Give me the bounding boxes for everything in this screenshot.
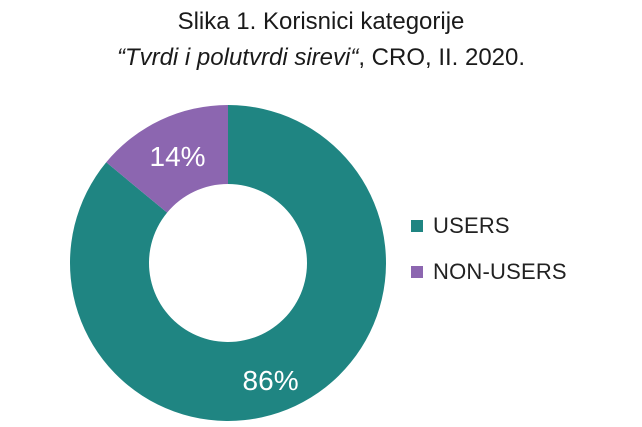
data-label-users: 86% — [243, 365, 299, 396]
legend-swatch-users — [411, 220, 423, 232]
legend-label-non-users: NON-USERS — [433, 259, 567, 284]
chart-title-category: “Tvrdi i polutvrdi sirevi“ — [116, 44, 359, 71]
legend-item-non-users: NON-USERS — [411, 259, 567, 285]
data-label-non-users: 14% — [150, 141, 206, 172]
donut-slice-non-users — [106, 105, 228, 213]
legend-swatch-non-users — [411, 266, 423, 278]
chart-legend: USERS NON-USERS — [411, 213, 567, 305]
chart-title-subtitle: , CRO, II. 2020. — [358, 44, 526, 71]
chart-title-text: Slika 1. Korisnici kategorije — [177, 8, 465, 35]
legend-label-users: USERS — [433, 213, 510, 238]
chart-title-line2: “Tvrdi i polutvrdi sirevi“, CRO, II. 202… — [0, 42, 642, 74]
chart-title-line1: Slika 1. Korisnici kategorije — [0, 6, 642, 38]
legend-item-users: USERS — [411, 213, 567, 239]
donut-slice-users — [70, 105, 386, 421]
